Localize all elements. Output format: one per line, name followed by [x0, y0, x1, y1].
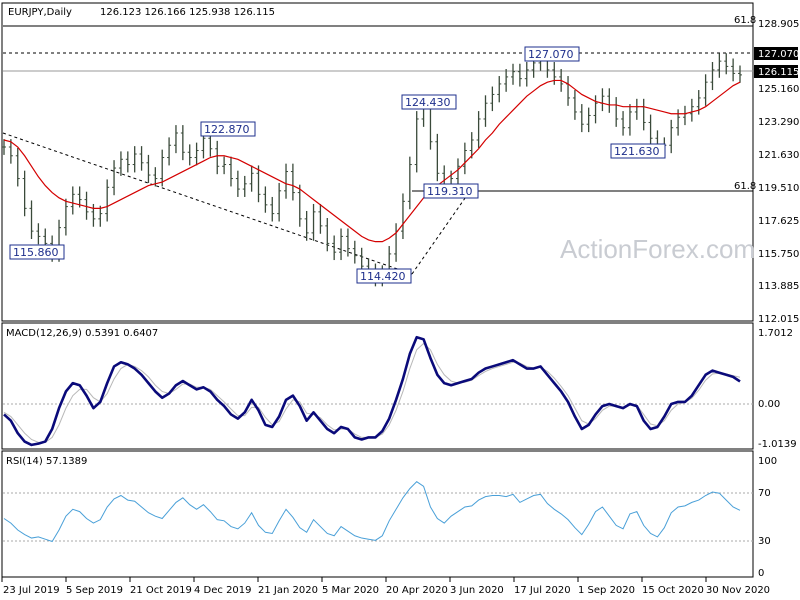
watermark: ActionForex.com	[560, 234, 755, 264]
current-price-marker	[754, 65, 798, 78]
rsi-y-tick-label: 100	[758, 456, 777, 467]
macd-y-tick-label: 1.7012	[758, 328, 793, 339]
macd-y-axis: 1.7012 0.00 -1.0139	[758, 328, 797, 450]
price-label-box	[200, 121, 256, 137]
x-tick-label: 5 Mar 2020	[322, 585, 379, 596]
price-label-box	[423, 183, 479, 199]
rsi-y-tick-label: 0	[758, 568, 764, 579]
price-label-text: 114.420	[360, 270, 406, 283]
x-tick-label: 1 Sep 2020	[578, 585, 635, 596]
current-price-axis-label: 126.115	[758, 67, 799, 78]
x-tick-label: 4 Dec 2019	[194, 585, 252, 596]
price-label-box	[610, 143, 666, 159]
rsi-y-axis: 100 70 30 0	[758, 456, 777, 579]
y-tick-label: 127.070	[758, 49, 799, 60]
y-tick-label: 123.290	[758, 117, 799, 128]
rsi-panel-frame	[1, 450, 754, 578]
rsi-series	[3, 481, 741, 543]
x-tick-label: 21 Oct 2019	[130, 585, 192, 596]
downtrend-line	[2, 132, 413, 275]
price-y-axis: 128.905 127.070 126.115 125.160 123.290 …	[754, 19, 799, 325]
x-tick-label: 5 Sep 2019	[66, 585, 123, 596]
price-label-text: 127.070	[528, 48, 574, 61]
x-tick-label: 21 Jan 2020	[258, 585, 318, 596]
price-label-box	[401, 94, 457, 110]
fib-label-upper: 61.8	[734, 15, 756, 26]
x-tick-label: 20 Apr 2020	[386, 585, 448, 596]
price-header-symbol: EURJPY,Daily	[8, 7, 72, 18]
price-label-122870: 122.870	[200, 121, 256, 137]
x-tick-label: 15 Oct 2020	[642, 585, 704, 596]
y-tick-label: 112.015	[758, 314, 799, 325]
y-tick-label: 115.750	[758, 249, 799, 260]
y-tick-label: 128.905	[758, 19, 799, 30]
resistance-axis-marker	[754, 47, 798, 60]
x-tick-label: 3 Jun 2020	[450, 585, 504, 596]
price-header-ohlc: 126.123 126.166 125.938 126.115	[100, 7, 275, 18]
rsi-y-tick-label: 70	[758, 488, 771, 499]
price-label-text: 119.310	[427, 185, 473, 198]
macd-y-tick-label: 0.00	[758, 399, 780, 410]
price-label-text: 122.870	[204, 123, 250, 136]
macd-series	[3, 335, 741, 447]
y-tick-label: 113.885	[758, 281, 799, 292]
price-label-text: 121.630	[614, 145, 660, 158]
price-label-124430: 124.430	[401, 94, 457, 110]
price-label-115860: 115.860	[9, 244, 65, 260]
macd-line	[3, 335, 741, 447]
price-label-127070: 127.070	[524, 46, 580, 62]
price-label-text: 124.430	[405, 96, 451, 109]
y-tick-label: 119.510	[758, 183, 799, 194]
moving-average-line	[3, 79, 741, 243]
price-label-114420: 114.420	[356, 268, 412, 284]
x-tick-label: 30 Nov 2020	[706, 585, 770, 596]
macd-header: MACD(12,26,9) 0.5391 0.6407	[6, 328, 158, 339]
macd-panel-frame	[1, 322, 754, 450]
x-axis: 23 Jul 2019 5 Sep 2019 21 Oct 2019 4 Dec…	[1, 577, 770, 596]
x-tick-label: 17 Jul 2020	[514, 585, 571, 596]
rsi-line	[3, 481, 741, 543]
price-label-121630: 121.630	[610, 143, 666, 159]
x-tick-label: 23 Jul 2019	[3, 585, 60, 596]
rsi-y-tick-label: 30	[758, 536, 771, 547]
uptrend-line	[411, 190, 471, 275]
price-label-box	[9, 244, 65, 260]
rsi-header: RSI(14) 57.1389	[6, 456, 87, 467]
fib-label-lower: 61.8	[734, 181, 756, 192]
y-tick-label: 121.630	[758, 150, 799, 161]
price-label-box	[356, 268, 412, 284]
macd-y-tick-label: -1.0139	[758, 439, 797, 450]
price-label-119310: 119.310	[423, 183, 479, 199]
y-tick-label: 117.625	[758, 216, 799, 227]
y-tick-label: 125.160	[758, 84, 799, 95]
price-panel-frame	[1, 2, 754, 322]
price-label-text: 115.860	[13, 246, 59, 259]
price-label-box	[524, 46, 580, 62]
